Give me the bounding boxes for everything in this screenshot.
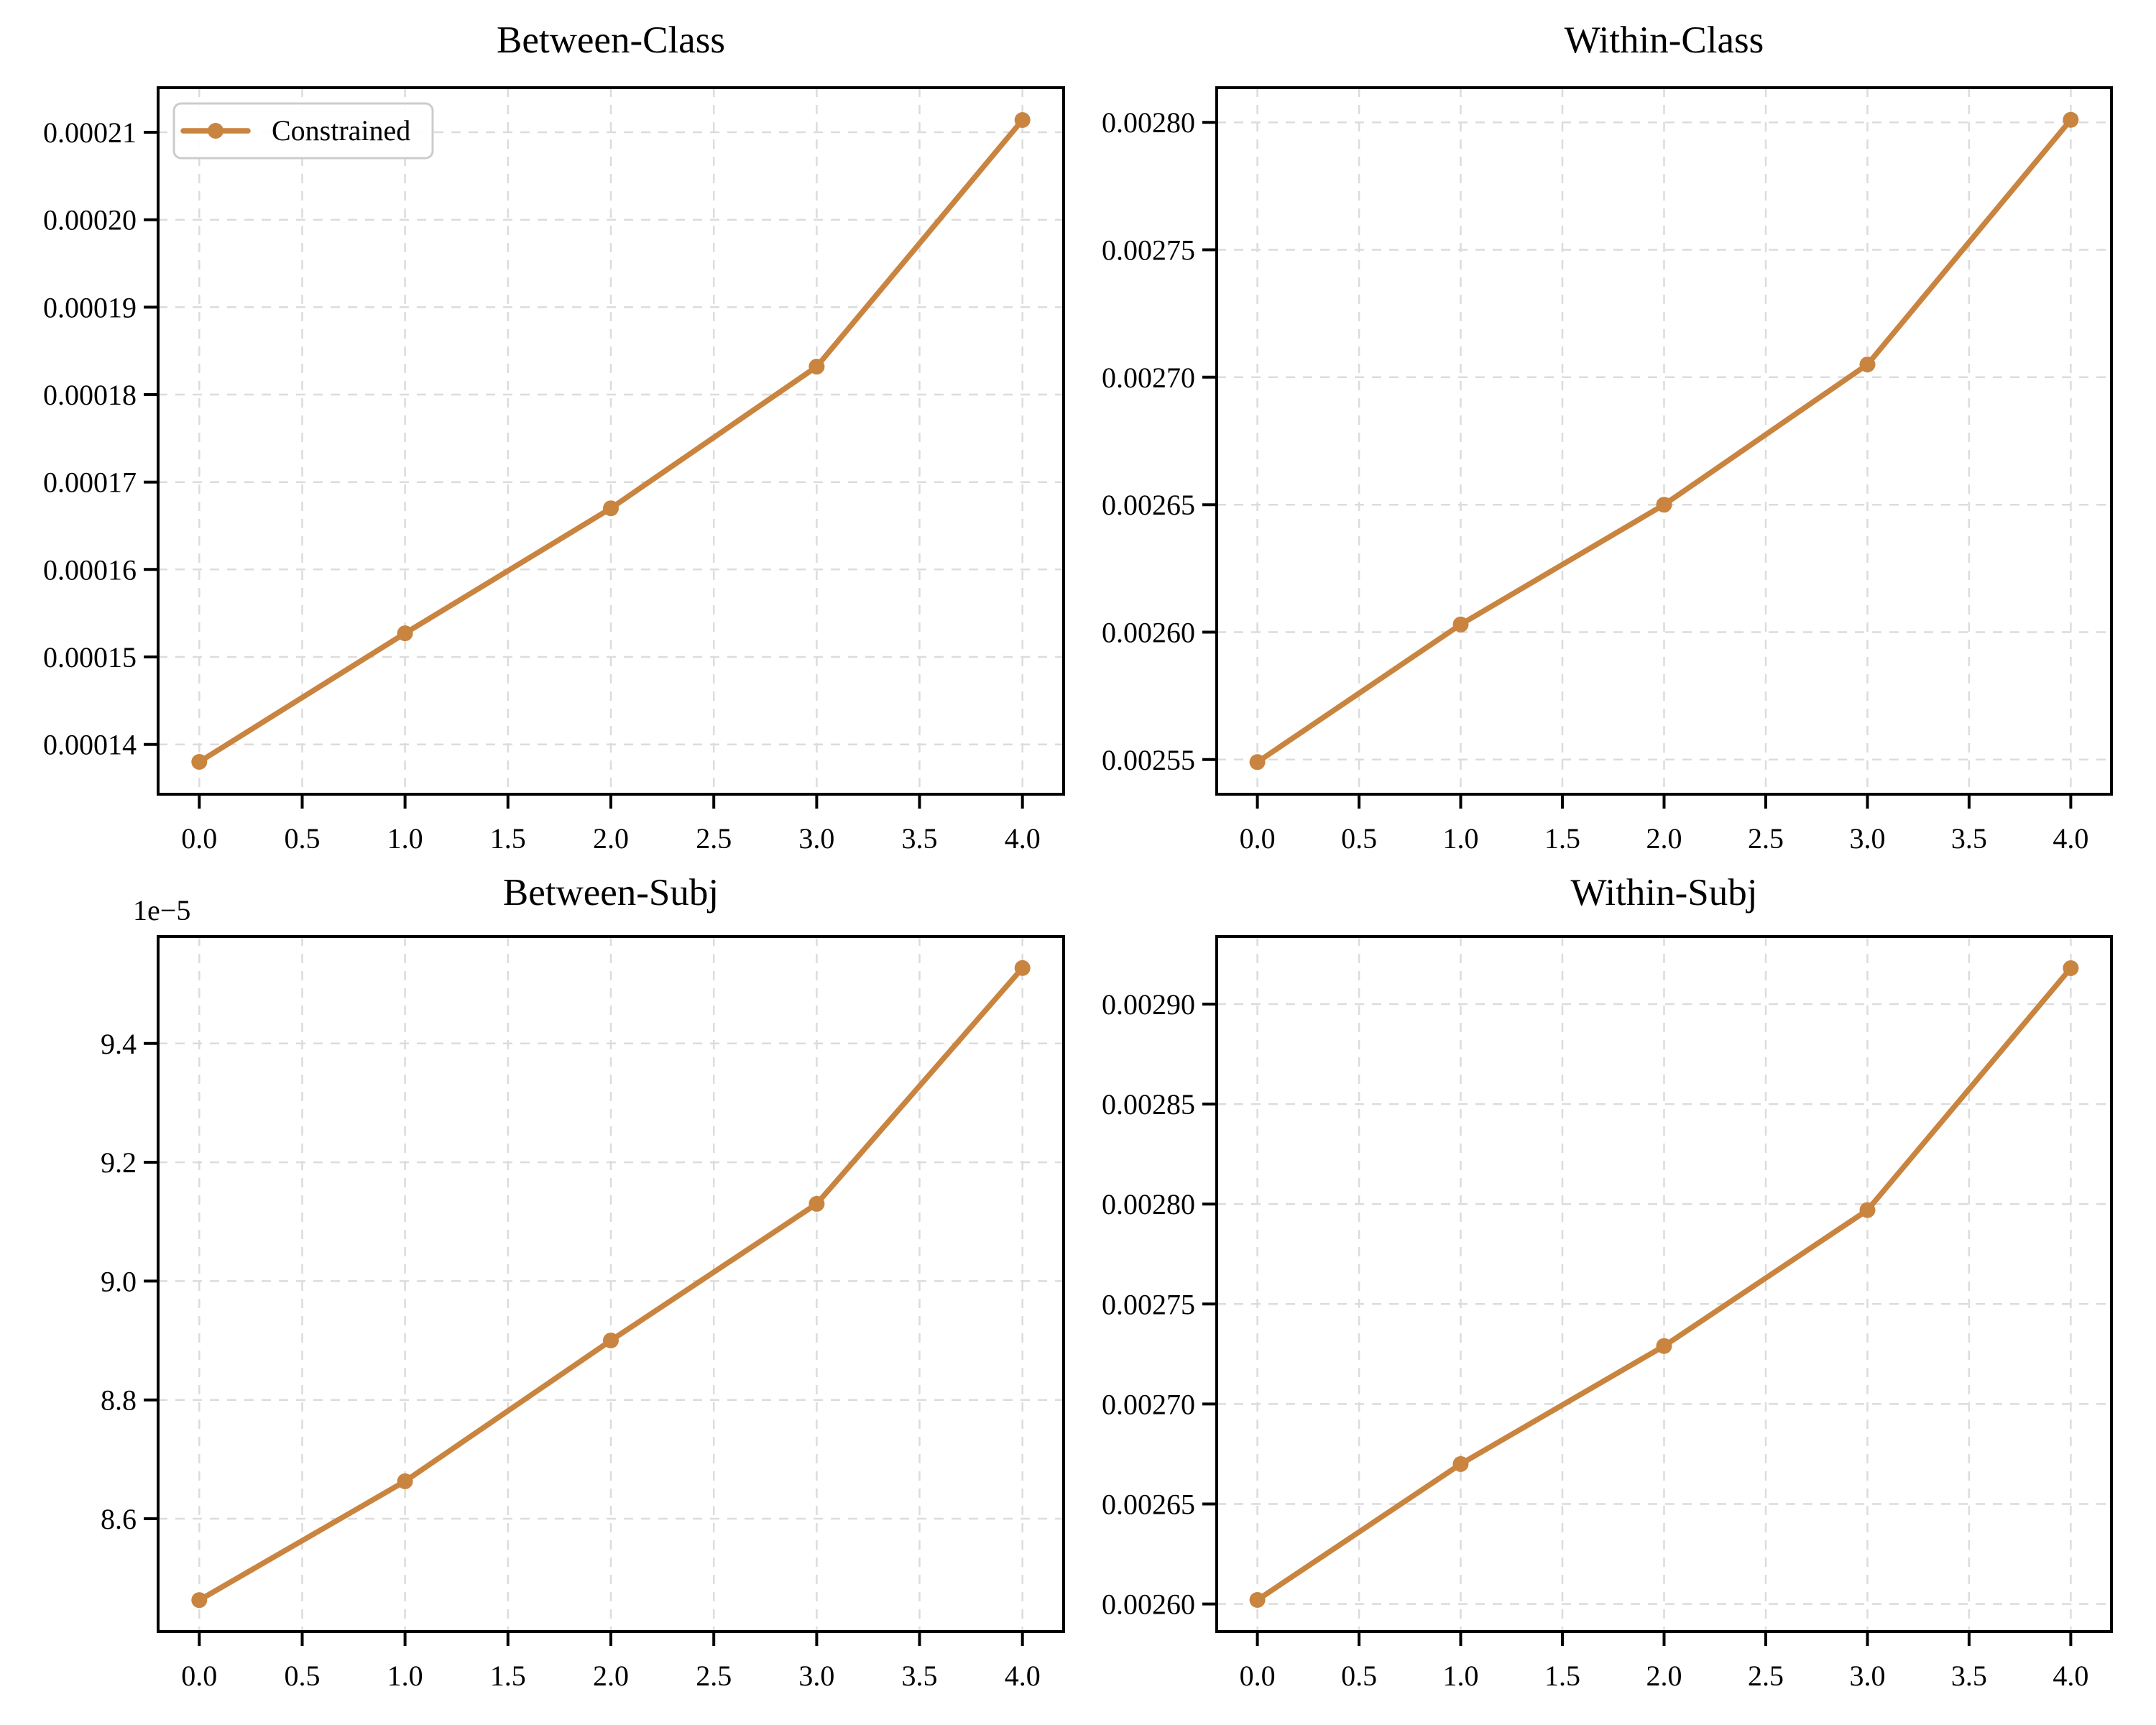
data-point-marker [1656, 497, 1672, 513]
data-point-marker [1249, 754, 1266, 770]
y-tick-label: 0.00270 [1102, 362, 1195, 394]
plot-between-class: 0.0 0.5 1.0 1.5 2.0 2.5 3.0 3.5 4.0 0.00014 0.0001… [43, 86, 1065, 855]
x-tick-label: 1.5 [1544, 822, 1580, 855]
data-point-marker [191, 1592, 208, 1609]
data-point-marker [1859, 356, 1876, 373]
x-tick-label: 0.0 [181, 1660, 217, 1692]
y-tick-label: 0.00015 [43, 641, 137, 673]
x-tick-label: 3.0 [798, 822, 834, 855]
data-point-marker [603, 1333, 619, 1348]
plot-within-class: 0.0 0.5 1.0 1.5 2.0 2.5 3.0 3.5 4.0 0.00255 0.0026… [1102, 86, 2113, 855]
data-point-marker [1014, 960, 1031, 976]
x-tick-label: 2.5 [696, 822, 732, 855]
y-tick-label: 0.00280 [1102, 1188, 1195, 1220]
x-tick-label: 4.0 [1005, 1660, 1041, 1692]
data-point-marker [2063, 960, 2079, 976]
x-tick-label: 4.0 [1005, 822, 1041, 855]
plot-title-between-subj: Between-Subj [502, 872, 719, 914]
y-tick-label: 0.00017 [43, 466, 137, 499]
y-tick-label: 0.00265 [1102, 489, 1195, 521]
plot-within-subj: 0.0 0.5 1.0 1.5 2.0 2.5 3.0 3.5 4.0 0.00260 0.0026… [1102, 935, 2113, 1692]
x-tick-label: 3.0 [1850, 822, 1886, 855]
x-tick-label: 0.0 [1240, 1660, 1276, 1692]
x-tick-label: 2.5 [1748, 822, 1784, 855]
data-point-marker [1452, 1455, 1469, 1472]
y-tick-label: 0.00260 [1102, 1588, 1195, 1621]
y-tick-label: 0.00020 [43, 204, 137, 236]
x-tick-label: 3.0 [1850, 1660, 1886, 1692]
y-tick-label: 0.00290 [1102, 988, 1195, 1021]
x-tick-label: 2.5 [696, 1660, 732, 1692]
data-point-marker [808, 1195, 825, 1212]
data-point-marker [2063, 111, 2079, 128]
plot-title-within-subj: Within-Subj [1570, 872, 1758, 914]
x-tick-label: 3.5 [902, 1660, 938, 1692]
x-tick-label: 2.0 [1646, 822, 1682, 855]
x-tick-label: 0.5 [1341, 1660, 1377, 1692]
x-tick-label: 1.0 [387, 822, 423, 855]
plot-title-within-class: Within-Class [1564, 19, 1764, 61]
x-tick-label: 3.5 [1951, 822, 1987, 855]
x-tick-label: 3.0 [798, 1660, 834, 1692]
x-tick-label: 1.0 [1443, 822, 1479, 855]
legend-marker-sample [208, 123, 224, 139]
y-tick-label: 0.00275 [1102, 1288, 1195, 1320]
y-tick-label: 9.4 [101, 1028, 137, 1060]
data-point-marker [1014, 112, 1031, 128]
y-axis-offset-text: 1e−5 [133, 894, 191, 926]
y-tick-label: 8.8 [101, 1384, 137, 1417]
y-tick-label: 0.00021 [43, 116, 137, 149]
data-point-marker [603, 500, 619, 517]
x-tick-label: 1.0 [1443, 1660, 1479, 1692]
plot-title-between-class: Between-Class [497, 19, 725, 61]
y-tick-label: 0.00260 [1102, 617, 1195, 649]
y-tick-label: 0.00285 [1102, 1088, 1195, 1121]
x-tick-label: 0.5 [285, 822, 321, 855]
x-tick-label: 1.5 [1544, 1660, 1580, 1692]
data-point-marker [1656, 1338, 1672, 1354]
data-point-marker [397, 625, 413, 642]
x-tick-label: 2.0 [593, 1660, 629, 1692]
y-tick-label: 0.00018 [43, 379, 137, 411]
y-tick-label: 8.6 [101, 1503, 137, 1535]
data-point-marker [808, 359, 825, 375]
x-tick-label: 0.0 [181, 822, 217, 855]
x-tick-label: 4.0 [2053, 822, 2088, 855]
legend-label: Constrained [272, 114, 411, 147]
x-tick-label: 1.0 [387, 1660, 423, 1692]
x-tick-label: 1.5 [490, 822, 526, 855]
x-tick-label: 2.0 [1646, 1660, 1682, 1692]
x-tick-label: 0.5 [1341, 822, 1377, 855]
y-tick-label: 0.00275 [1102, 234, 1195, 267]
x-tick-label: 2.5 [1748, 1660, 1784, 1692]
data-point-marker [397, 1473, 413, 1489]
plot-between-subj: 0.0 0.5 1.0 1.5 2.0 2.5 3.0 3.5 4.0 8.6 8.8 9.0 9.2 9… [101, 935, 1065, 1692]
y-tick-label: 0.00014 [43, 729, 137, 761]
y-tick-label: 0.00265 [1102, 1489, 1195, 1521]
y-tick-label: 0.00016 [43, 553, 137, 586]
x-tick-label: 2.0 [593, 822, 629, 855]
data-point-marker [1249, 1592, 1266, 1608]
x-tick-label: 3.5 [902, 822, 938, 855]
y-tick-label: 0.00280 [1102, 106, 1195, 139]
data-point-marker [1859, 1202, 1876, 1218]
y-tick-label: 9.0 [101, 1265, 137, 1297]
x-tick-label: 1.5 [490, 1660, 526, 1692]
data-point-marker [191, 754, 208, 770]
x-tick-label: 4.0 [2053, 1660, 2088, 1692]
data-point-marker [1452, 616, 1469, 632]
y-tick-label: 9.2 [101, 1146, 137, 1179]
legend-box [172, 102, 434, 160]
x-tick-label: 0.0 [1240, 822, 1276, 855]
y-tick-label: 0.00270 [1102, 1388, 1195, 1420]
x-tick-label: 3.5 [1951, 1660, 1987, 1692]
y-tick-label: 0.00255 [1102, 744, 1195, 776]
y-tick-label: 0.00019 [43, 291, 137, 323]
x-tick-label: 0.5 [285, 1660, 321, 1692]
